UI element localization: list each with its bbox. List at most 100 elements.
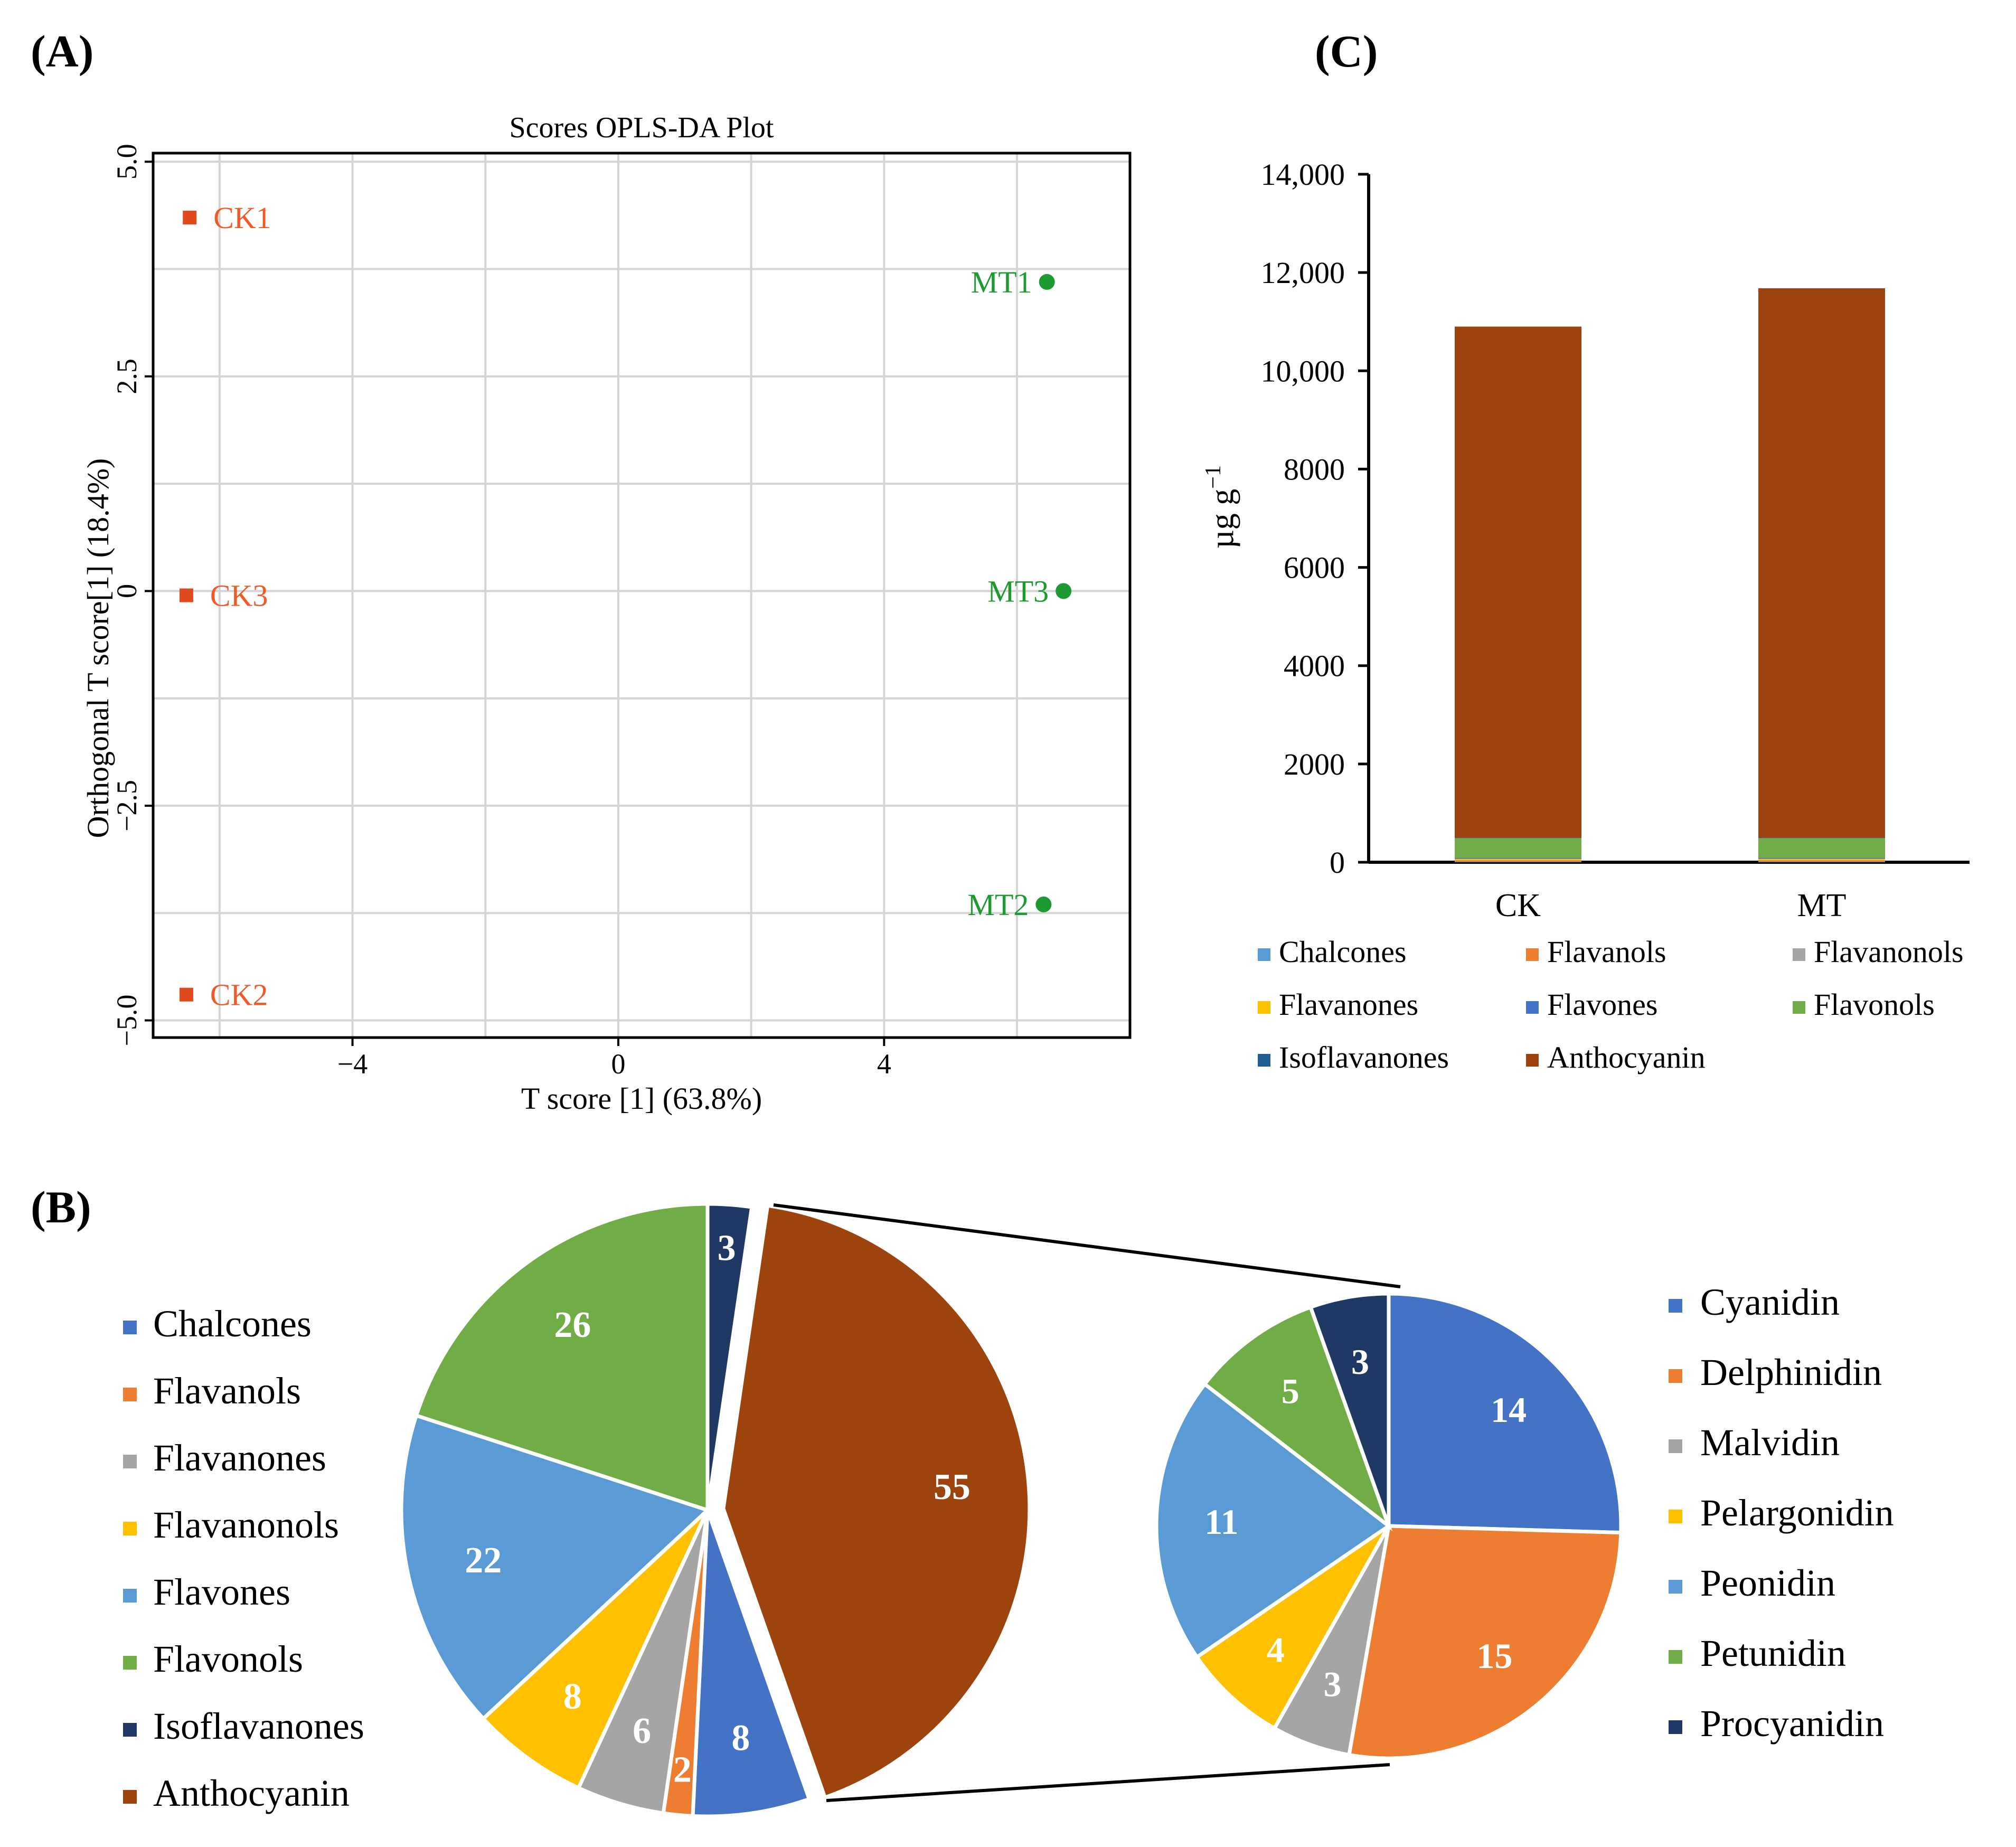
legend-swatch <box>1258 948 1270 961</box>
legend-label: Delphinidin <box>1700 1351 1882 1393</box>
pie-data-label: 8 <box>731 1718 750 1758</box>
pie-data-label: 3 <box>1351 1342 1369 1382</box>
pie-panel: 355826822261415341153ChalconesFlavanolsF… <box>123 1202 1894 1818</box>
legend-label: Flavanonols <box>1814 935 1964 969</box>
legend-label: Malvidin <box>1700 1421 1840 1464</box>
legend-swatch <box>1669 1369 1682 1383</box>
legend-label: Procyanidin <box>1700 1702 1884 1745</box>
y-tick-label: 10,000 <box>1261 354 1345 388</box>
legend-label: Chalcones <box>153 1303 312 1345</box>
pie-slice <box>1154 1381 1392 1660</box>
legend-swatch <box>123 1723 137 1737</box>
panel-label-c: (C) <box>1315 26 1378 77</box>
legend-swatch <box>123 1455 137 1468</box>
bar-segment <box>1455 837 1581 838</box>
pie-data-label: 3 <box>1324 1664 1342 1704</box>
pie-data-label: 3 <box>718 1228 736 1269</box>
scatter-point-circle <box>1056 583 1072 599</box>
x-tick-label: 0 <box>611 1048 625 1080</box>
x-axis-label: T score [1] (63.8%) <box>521 1081 762 1116</box>
connector-line <box>826 1763 1390 1802</box>
y-tick-label: −5.0 <box>111 994 143 1046</box>
pie-data-label: 15 <box>1477 1636 1513 1676</box>
pie-slice <box>413 1202 710 1513</box>
y-tick-label: 6000 <box>1284 551 1345 585</box>
point-label: CK1 <box>213 201 271 235</box>
legend-swatch <box>123 1388 137 1401</box>
legend-label: Flavanols <box>153 1370 301 1412</box>
legend-label: Flavanones <box>153 1437 326 1479</box>
legend-swatch <box>1793 1001 1805 1014</box>
legend-swatch <box>1669 1510 1682 1523</box>
bar-segment <box>1758 857 1885 859</box>
legend-label: Flavanonols <box>153 1504 339 1546</box>
y-tick-label: 2000 <box>1284 747 1345 781</box>
y-tick-label: 12,000 <box>1261 256 1345 290</box>
point-label: MT2 <box>967 888 1029 922</box>
legend-swatch <box>1526 1054 1539 1067</box>
bar-segment <box>1758 860 1885 861</box>
bar-segment <box>1758 861 1885 862</box>
point-label: MT1 <box>971 265 1032 299</box>
pie-slice <box>1194 1524 1391 1731</box>
bar-segment <box>1455 860 1581 861</box>
pie-slice <box>1346 1524 1623 1760</box>
legend-swatch <box>1669 1650 1682 1664</box>
y-axis-label: µg g−1 <box>1201 465 1240 549</box>
plot-frame <box>152 152 1132 1039</box>
stacked-bar-panel: 0 2000 4000 6000 8000 10,000 12,000 14,000 µg g−… <box>1201 157 1970 1075</box>
panel-label-a: (A) <box>31 26 93 77</box>
pie-data-label: 22 <box>465 1540 502 1581</box>
y-axis-label-unit: µg g <box>1204 489 1240 549</box>
y-tick-label: 4000 <box>1284 649 1345 683</box>
pie-data-label: 2 <box>673 1750 692 1791</box>
y-axis-label: Orthogonal T score[1] (18.4%) <box>81 458 115 838</box>
legend-swatch <box>1669 1720 1682 1734</box>
legend-label: Cyanidin <box>1700 1281 1840 1323</box>
legend-swatch <box>1669 1439 1682 1453</box>
legend-swatch <box>123 1790 137 1804</box>
pie-data-label: 55 <box>934 1467 971 1507</box>
legend-label: Peonidin <box>1700 1562 1835 1604</box>
legend-label: Flavones <box>1547 987 1657 1022</box>
bar-segment <box>1758 837 1885 838</box>
legend-swatch <box>123 1522 137 1535</box>
bar-segment <box>1758 288 1885 838</box>
legend-label: Isoflavanones <box>1279 1040 1449 1075</box>
bar-segment <box>1455 326 1581 838</box>
bar-segment <box>1455 838 1581 858</box>
y-axis-label-exponent: −1 <box>1201 465 1226 489</box>
y-tick-label: 14,000 <box>1261 157 1345 192</box>
point-label: CK2 <box>210 978 268 1012</box>
chart-title: Scores OPLS-DA Plot <box>510 111 774 144</box>
pie-data-label: 4 <box>1267 1629 1285 1670</box>
legend-swatch <box>123 1589 137 1603</box>
x-tick-label: −4 <box>337 1048 368 1080</box>
bar-segment <box>1455 857 1581 859</box>
legend-label: Flavonols <box>1814 987 1935 1022</box>
x-tick-label: 4 <box>877 1048 891 1080</box>
scatter-point-square <box>179 588 193 602</box>
scatter-point-square <box>179 987 193 1002</box>
legend-swatch <box>123 1656 137 1670</box>
pie-slice <box>481 1509 710 1791</box>
legend-swatch <box>1526 948 1539 961</box>
legend-label: Flavonols <box>153 1638 303 1680</box>
legend-swatch <box>1258 1001 1270 1014</box>
pie-slice <box>1387 1292 1623 1535</box>
legend-label: Isoflavanones <box>153 1705 364 1747</box>
panel-label-b: (B) <box>31 1182 91 1232</box>
scatter-point-square <box>183 210 197 224</box>
bar-segment <box>1455 859 1581 861</box>
legend-label: Anthocyanin <box>153 1772 350 1814</box>
bar-segment <box>1455 861 1581 862</box>
pie-data-label: 14 <box>1491 1390 1527 1430</box>
pie-data-label: 5 <box>1282 1371 1299 1411</box>
legend-swatch <box>1258 1054 1270 1067</box>
y-tick-label: 0 <box>1330 845 1345 880</box>
scatter-point-circle <box>1039 274 1055 290</box>
y-tick-label: −2.5 <box>111 780 143 832</box>
y-tick-label: 0 <box>111 584 143 598</box>
legend-label: Petunidin <box>1700 1632 1846 1674</box>
x-tick-label: CK <box>1495 888 1541 924</box>
